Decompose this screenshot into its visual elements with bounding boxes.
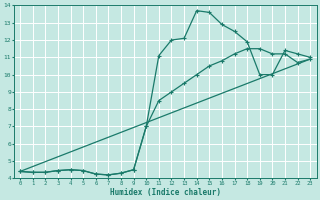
X-axis label: Humidex (Indice chaleur): Humidex (Indice chaleur) — [110, 188, 220, 197]
